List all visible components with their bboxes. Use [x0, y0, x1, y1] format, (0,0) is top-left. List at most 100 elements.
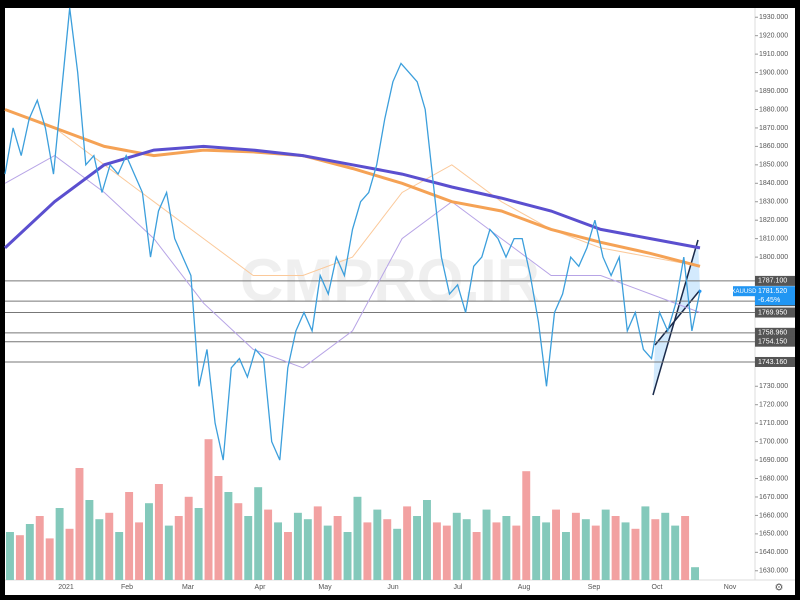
y-tick-label: 1840.000: [759, 180, 788, 187]
y-tick-label: 1800.000: [759, 254, 788, 261]
x-tick-label: Jul: [454, 584, 463, 591]
volume-bar: [45, 538, 54, 580]
x-tick-label: 2021: [58, 584, 74, 591]
volume-bar: [462, 519, 471, 580]
volume-bar: [651, 519, 660, 580]
y-tick-label: 1920.000: [759, 33, 788, 40]
volume-bar: [264, 509, 273, 580]
volume-bar: [562, 532, 570, 580]
level-label: 1769.950: [758, 309, 787, 316]
volume-bar: [323, 525, 332, 580]
volume-bar: [641, 506, 650, 580]
volume-bar: [115, 532, 124, 580]
y-tick-label: 1880.000: [759, 106, 788, 113]
volume-bar: [65, 528, 74, 580]
level-label: 1758.960: [758, 330, 787, 337]
level-label-box: [755, 307, 795, 318]
volume-bar: [333, 516, 342, 580]
volume-bar: [383, 519, 392, 580]
level-label-box: [755, 327, 795, 338]
volume-bar: [284, 532, 292, 580]
y-tick-label: 1820.000: [759, 217, 788, 224]
volume-bar: [542, 522, 551, 580]
volume-bar: [214, 476, 223, 580]
y-tick-label: 1630.000: [759, 568, 788, 575]
y-tick-label: 1730.000: [759, 383, 788, 390]
volume-bar: [591, 525, 600, 580]
x-tick-label: May: [318, 584, 332, 591]
volume-bar: [125, 492, 134, 580]
x-tick-label: Apr: [255, 584, 267, 591]
volume-bar: [35, 516, 44, 580]
volume-bar: [432, 522, 441, 580]
volume-bar: [85, 500, 94, 580]
volume-bar: [234, 503, 243, 580]
settings-icon[interactable]: ⚙: [775, 583, 784, 594]
volume-bar: [145, 503, 153, 580]
volume-bar: [95, 519, 104, 580]
volume-bar: [681, 516, 690, 580]
volume-bar: [492, 522, 501, 580]
volume-bar: [393, 528, 402, 580]
price-line: [4, 108, 701, 268]
watermark: CMPRO.IR: [240, 247, 540, 314]
volume-bar: [184, 496, 193, 580]
symbol-label: XAUUSD: [731, 289, 757, 295]
x-tick-label: Aug: [518, 584, 531, 591]
volume-bar: [164, 525, 173, 580]
y-tick-label: 1710.000: [759, 420, 788, 427]
volume-bar: [204, 439, 213, 580]
y-tick-label: 1660.000: [759, 512, 788, 519]
x-tick-label: Jun: [387, 584, 398, 591]
volume-bar: [313, 506, 322, 580]
volume-bar: [552, 509, 560, 580]
price-box: [755, 286, 795, 306]
volume-bar: [691, 567, 699, 580]
volume-bar: [532, 516, 541, 580]
volume-bar: [15, 535, 24, 580]
y-tick-label: 1680.000: [759, 475, 788, 482]
volume-bar: [353, 496, 362, 580]
y-tick-label: 1910.000: [759, 51, 788, 58]
price-line: [4, 7, 701, 461]
y-tick-label: 1830.000: [759, 199, 788, 206]
volume-bar: [601, 509, 610, 580]
volume-bar: [194, 508, 203, 580]
volume-bar: [661, 512, 670, 580]
price-label: 1781.520: [758, 288, 787, 295]
volume-bar: [502, 516, 511, 580]
y-tick-label: 1700.000: [759, 438, 788, 445]
volume-bar: [522, 471, 531, 580]
y-tick-label: 1860.000: [759, 143, 788, 150]
volume-bar: [25, 524, 34, 580]
volume-bar: [413, 516, 421, 580]
volume-bar: [105, 512, 114, 580]
symbol-box: [733, 286, 755, 297]
volume-bar: [343, 532, 352, 580]
level-label-box: [755, 275, 795, 286]
y-tick-label: 1890.000: [759, 88, 788, 95]
channel-fill: [653, 240, 700, 395]
x-tick-label: Feb: [121, 584, 133, 591]
channel-line: [652, 239, 699, 396]
y-tick-label: 1640.000: [759, 549, 788, 556]
volume-bar: [403, 506, 412, 580]
x-tick-label: Sep: [588, 584, 601, 591]
volume-bar: [154, 484, 163, 580]
level-label: 1743.160: [758, 359, 787, 366]
channel-line: [654, 289, 701, 346]
volume-bar: [224, 492, 233, 580]
x-tick-label: Oct: [652, 584, 663, 591]
volume-bar: [581, 519, 590, 580]
volume-bar: [671, 525, 680, 580]
volume-bar: [482, 509, 491, 580]
price-line: [3, 144, 701, 250]
y-tick-label: 1810.000: [759, 235, 788, 242]
volume-bar: [135, 522, 143, 580]
volume-bar: [631, 528, 640, 580]
volume-bar: [472, 532, 481, 580]
volume-bar: [303, 519, 312, 580]
y-tick-label: 1900.000: [759, 69, 788, 76]
